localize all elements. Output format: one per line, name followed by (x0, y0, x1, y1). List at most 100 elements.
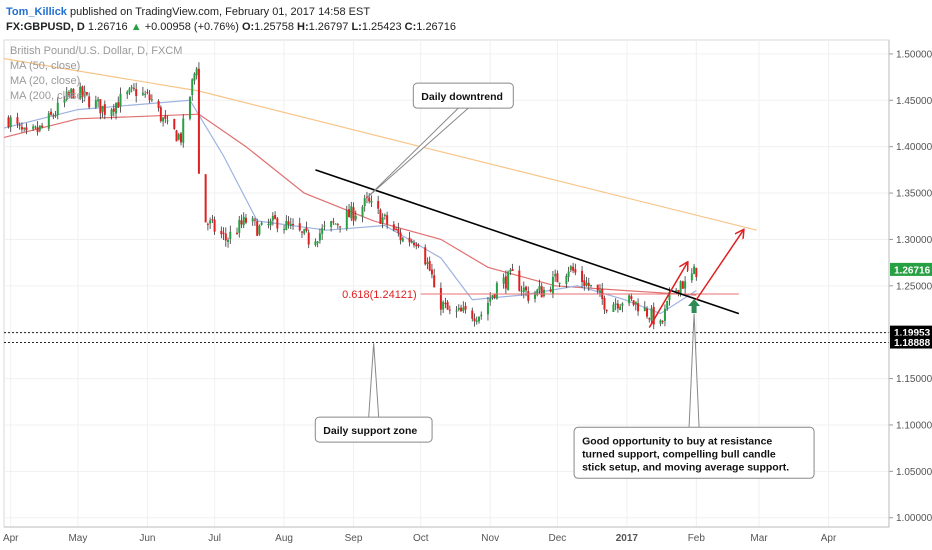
published-text: published on TradingView.com, February 0… (70, 6, 371, 18)
candle-body (439, 288, 442, 310)
candle-body (180, 133, 182, 143)
high-label: H: (297, 21, 309, 33)
candle-body (213, 219, 216, 232)
candle-body (455, 310, 458, 312)
candle-body (117, 102, 120, 108)
candle-body (690, 273, 693, 281)
candle-body (527, 291, 530, 301)
candle-body (197, 68, 200, 174)
candle-body (502, 277, 505, 284)
candle-body (628, 295, 631, 304)
candle-body (9, 117, 12, 128)
ma50-line (3, 113, 697, 296)
candle-body (395, 228, 398, 230)
close-label: C: (404, 21, 417, 33)
candle-body (88, 96, 91, 108)
candle-body (430, 269, 433, 275)
candle-body (480, 314, 483, 317)
candle-body (433, 275, 436, 288)
y-tick-label: 1.40000 (896, 142, 932, 153)
candle-body (334, 223, 337, 225)
candle-body (574, 269, 577, 273)
candle-body (397, 228, 400, 233)
symbol-label: FX:GBPUSD, D (6, 21, 85, 33)
candle-body (401, 238, 404, 242)
price-label-bg (890, 335, 932, 349)
candle-body (256, 221, 259, 236)
candle-body (267, 224, 270, 226)
candle-body (146, 92, 149, 94)
candle-body (491, 295, 494, 298)
candle-body (34, 126, 37, 128)
candle-body (175, 130, 178, 142)
candle-body (460, 307, 463, 312)
candle-body (63, 99, 66, 103)
candle-body (204, 174, 207, 223)
candle-body (135, 89, 138, 97)
candle-body (99, 99, 102, 114)
x-tick-label: Apr (821, 533, 837, 544)
buy-arrow-icon (688, 299, 701, 314)
high-value: 1.26797 (308, 21, 349, 33)
candle-body (652, 306, 655, 325)
candle-body (522, 287, 525, 292)
candle-body (386, 215, 389, 224)
legend-ma200: MA (200, close) (10, 90, 86, 102)
candle-body (462, 307, 465, 311)
candle-body (693, 266, 696, 275)
up-triangle-icon: ▲ (130, 21, 142, 33)
candle-body (549, 289, 552, 292)
price-change: +0.00958 (+0.76%) (144, 21, 239, 33)
candle-body (473, 318, 476, 322)
candle-body (227, 239, 230, 243)
y-tick-label: 1.50000 (896, 49, 932, 60)
author-link[interactable]: Tom_Killick (6, 6, 67, 18)
candle-body (16, 117, 19, 124)
candle-body (242, 216, 245, 226)
candle-body (164, 115, 167, 119)
y-tick-label: 1.30000 (896, 235, 932, 246)
candle-body (173, 118, 176, 130)
candle-body (305, 227, 308, 231)
candle-body (188, 96, 191, 119)
ohlc-line: FX:GBPUSD, D 1.26716 ▲ +0.00958 (+0.76%)… (6, 21, 456, 33)
candle-body (148, 94, 151, 100)
candle-body (495, 283, 498, 299)
candle-body (97, 99, 100, 102)
candle-body (493, 294, 496, 298)
candle-body (222, 232, 225, 234)
candle-body (65, 91, 68, 100)
downtrend-line (315, 169, 740, 315)
callout-text: turned support, compelling bull candle (582, 448, 776, 460)
candle-body (486, 302, 489, 315)
candle-body (258, 225, 261, 235)
candle-body (661, 321, 664, 323)
candle-body (339, 226, 342, 228)
candle-body (126, 91, 129, 95)
candle-body (348, 209, 351, 218)
candle-body (681, 281, 684, 289)
candle-body (581, 270, 584, 282)
candle-body (103, 104, 106, 115)
ma200-line (3, 58, 757, 231)
candle-body (428, 261, 431, 271)
candle-body (565, 275, 568, 284)
x-tick-label: Dec (549, 533, 567, 544)
candle-body (193, 73, 196, 81)
candle-body (377, 201, 380, 209)
close-value: 1.26716 (416, 21, 457, 33)
candle-body (72, 89, 75, 99)
candle-body (507, 271, 510, 291)
candle-body (668, 292, 671, 301)
candle-body (25, 127, 28, 131)
candle-body (81, 86, 84, 98)
callout-text: stick setup, and moving average support. (582, 461, 789, 473)
candle-body (318, 233, 321, 241)
candle-body (695, 267, 698, 278)
candle-body (287, 221, 290, 225)
candle-body (238, 220, 241, 233)
legend: British Pound/U.S. Dollar, D, FXCM MA (5… (10, 45, 182, 102)
candle-body (616, 303, 619, 309)
candle-body (477, 316, 480, 322)
